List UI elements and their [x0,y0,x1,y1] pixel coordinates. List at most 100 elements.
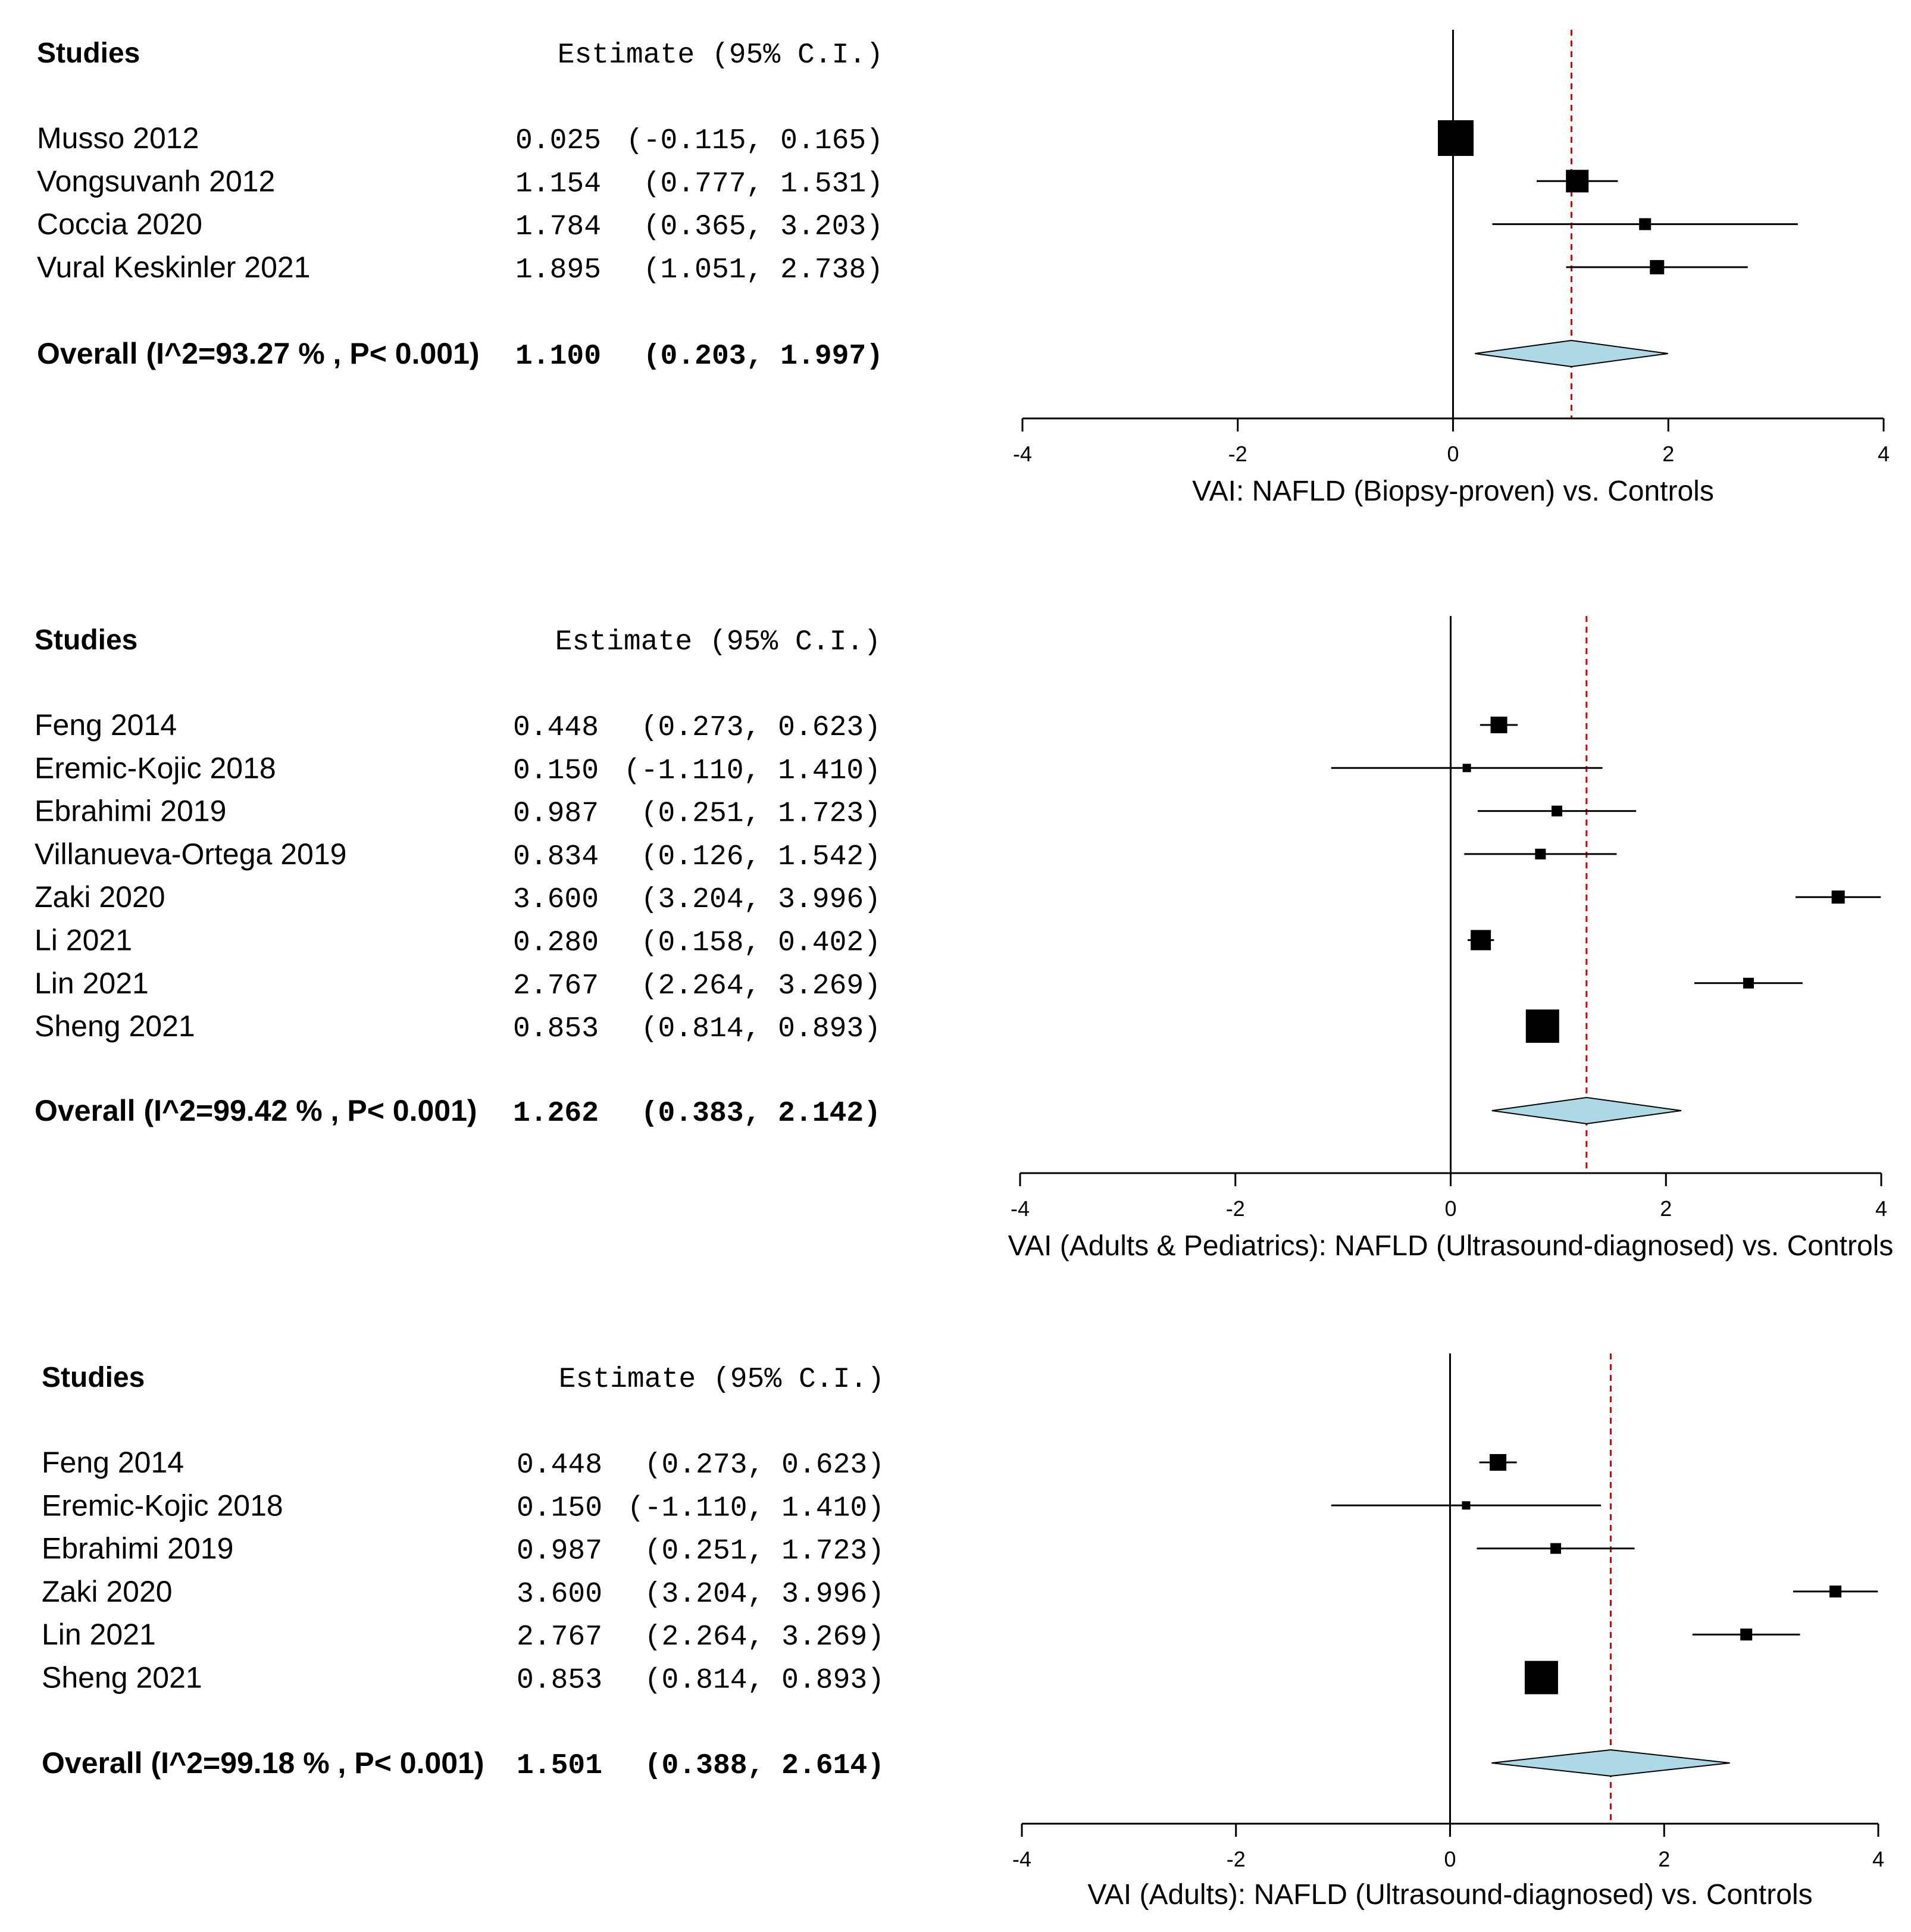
study-ci: (0.251, 1.723) [641,798,881,830]
study-ci: (0.158, 0.402) [641,927,881,959]
x-tick-label: 0 [1447,442,1459,466]
study-row: Lin 2021 2.767 (2.264, 3.269) [42,1618,1800,1653]
study-estimate: 0.853 [513,1013,599,1045]
effect-square [1552,805,1563,817]
study-name: Lin 2021 [42,1618,156,1651]
effect-square [1740,1628,1753,1641]
effect-square [1524,1661,1558,1695]
study-name: Sheng 2021 [42,1661,202,1695]
x-tick-label: -4 [1012,1847,1031,1871]
overall-diamond [1491,1096,1682,1125]
effect-square [1490,717,1507,733]
overall-ci: (0.388, 2.614) [645,1750,884,1782]
study-ci: (3.204, 3.996) [645,1578,884,1611]
study-name: Li 2021 [35,924,132,957]
study-name: Vongsuvanh 2012 [37,164,275,198]
overall-estimate: 1.100 [515,340,601,373]
study-row: Musso 2012 0.025 (-0.115, 0.165) [37,120,1474,157]
overall-label: Overall (I^2=93.27 % , P< 0.001) [37,337,480,370]
x-tick-label: 4 [1878,442,1890,466]
study-ci: (-1.110, 1.410) [627,1492,884,1524]
effect-square [1831,890,1845,904]
study-name: Eremic-Kojic 2018 [35,751,276,784]
effect-square [1525,1009,1559,1043]
study-ci: (-1.110, 1.410) [624,755,881,787]
study-name: Ebrahimi 2019 [35,795,226,828]
study-row: Zaki 2020 3.600 (3.204, 3.996) [35,880,1881,916]
x-tick-label: 4 [1875,1196,1887,1221]
study-ci: (0.273, 0.623) [645,1449,884,1481]
effect-square [1743,977,1754,989]
x-tick-label: 2 [1658,1847,1670,1871]
study-ci: (3.204, 3.996) [641,884,881,916]
study-estimate: 0.987 [513,798,599,830]
x-axis-label: VAI (Adults & Pediatrics): NAFLD (Ultras… [1008,1230,1894,1262]
effect-square [1471,930,1491,951]
estimate-header: Estimate (95% C.I.) [555,626,881,658]
study-name: Vural Keskinler 2021 [37,251,311,284]
study-row: Li 2021 0.280 (0.158, 0.402) [35,924,1494,959]
study-row: Feng 2014 0.448 (0.273, 0.623) [35,708,1518,744]
study-ci: (0.814, 0.893) [645,1665,884,1697]
study-name: Feng 2014 [35,708,177,742]
x-tick-label: -4 [1013,442,1032,466]
study-estimate: 0.448 [513,712,599,744]
studies-header: Studies [37,37,140,69]
overall-label: Overall (I^2=99.18 % , P< 0.001) [42,1746,484,1780]
study-estimate: 0.853 [517,1665,602,1697]
overall-row: Overall (I^2=99.18 % , P< 0.001) 1.501 (0.… [42,1746,1730,1782]
study-name: Eremic-Kojic 2018 [42,1489,283,1522]
study-estimate: 0.448 [517,1449,602,1481]
overall-estimate: 1.501 [517,1750,602,1782]
study-estimate: 0.025 [515,125,601,157]
x-tick-label: 0 [1444,1196,1456,1221]
study-estimate: 0.987 [517,1536,602,1568]
x-tick-label: 2 [1662,442,1674,466]
overall-diamond [1475,339,1668,368]
x-tick-label: -2 [1227,1847,1246,1871]
study-row: Vongsuvanh 2012 1.154 (0.777, 1.531) [37,164,1618,200]
study-name: Ebrahimi 2019 [42,1532,233,1565]
x-tick-label: -2 [1226,1196,1245,1221]
forest-panel-2: Studies Estimate (95% C.I.) Feng 2014 0.448… [35,616,1893,1262]
study-row: Zaki 2020 3.600 (3.204, 3.996) [42,1575,1878,1611]
study-row: Vural Keskinler 2021 1.895 (1.051, 2.738) [37,251,1748,286]
study-ci: (0.251, 1.723) [645,1536,884,1568]
x-axis-label: VAI (Adults): NAFLD (Ultrasound-diagnose… [1087,1879,1812,1911]
estimate-header: Estimate (95% C.I.) [558,39,883,71]
study-row: Sheng 2021 0.853 (0.814, 0.893) [42,1661,1558,1697]
study-estimate: 1.895 [515,254,601,286]
study-row: Sheng 2021 0.853 (0.814, 0.893) [35,1009,1559,1045]
study-estimate: 0.150 [513,755,599,787]
study-ci: (0.814, 0.893) [641,1013,881,1045]
overall-ci: (0.203, 1.997) [643,340,883,373]
study-ci: (0.126, 1.542) [641,841,881,873]
study-row: Coccia 2020 1.784 (0.365, 3.203) [37,208,1798,243]
overall-label: Overall (I^2=99.42 % , P< 0.001) [35,1094,477,1127]
x-tick-label: -4 [1011,1196,1030,1221]
study-row: Lin 2021 2.767 (2.264, 3.269) [35,967,1803,1002]
study-name: Feng 2014 [42,1446,184,1479]
study-name: Coccia 2020 [37,208,202,241]
study-estimate: 3.600 [513,884,599,916]
x-axis: -4 -2 0 2 4 VAI (Adults): NAFLD (Ultrasound-d… [1012,1822,1884,1911]
study-name: Lin 2021 [35,967,149,1000]
estimate-header: Estimate (95% C.I.) [559,1364,884,1396]
study-ci: (2.264, 3.269) [641,970,881,1002]
study-estimate: 0.834 [513,841,599,873]
study-estimate: 3.600 [517,1578,602,1611]
study-ci: (2.264, 3.269) [645,1621,884,1653]
effect-square [1829,1585,1842,1598]
studies-header: Studies [42,1362,145,1393]
overall-estimate: 1.262 [513,1098,599,1130]
study-row: Villanueva-Ortega 2019 0.834 (0.126, 1.542… [35,837,1617,873]
study-row: Ebrahimi 2019 0.987 (0.251, 1.723) [42,1532,1635,1568]
study-estimate: 2.767 [517,1621,602,1653]
study-name: Sheng 2021 [35,1009,195,1043]
study-ci: (0.777, 1.531) [643,168,883,200]
study-estimate: 0.150 [517,1492,602,1524]
study-ci: (0.273, 0.623) [641,712,881,744]
study-row: Eremic-Kojic 2018 0.150 (-1.110, 1.410) [42,1489,1602,1524]
study-row: Ebrahimi 2019 0.987 (0.251, 1.723) [35,795,1637,830]
study-estimate: 2.767 [513,970,599,1002]
